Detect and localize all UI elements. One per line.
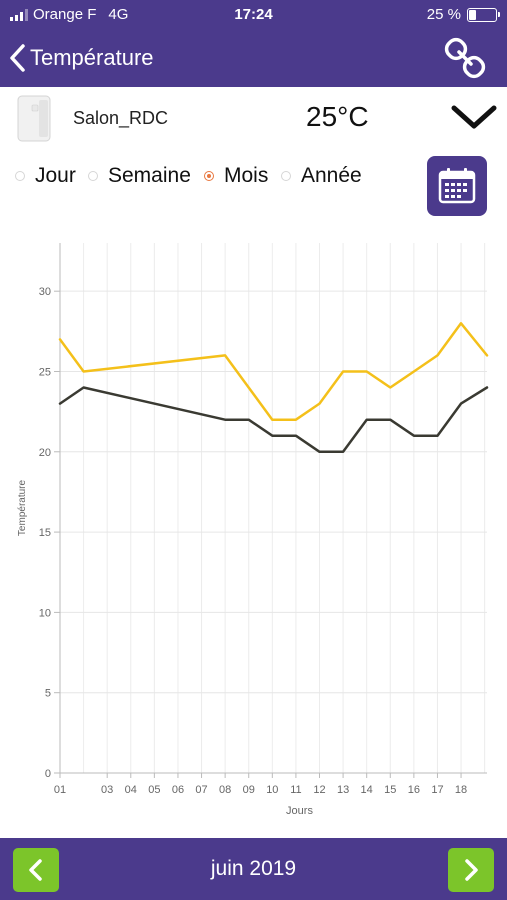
x-axis-title: Jours (286, 805, 313, 817)
x-tick-label: 12 (313, 784, 325, 796)
period-label-mois: Mois (224, 164, 269, 187)
y-axis-title: Température (17, 479, 28, 536)
x-tick-label: 13 (337, 784, 349, 796)
battery-percent: 25 % (426, 6, 461, 23)
calendar-icon (438, 168, 476, 204)
status-time: 17:24 (234, 6, 273, 23)
x-tick-label: 04 (125, 784, 137, 796)
y-tick-label: 5 (45, 688, 51, 700)
device-temperature: 25°C (306, 101, 369, 132)
y-tick-label: 15 (39, 527, 51, 539)
battery-icon (467, 7, 500, 22)
x-tick-label: 07 (195, 784, 207, 796)
period-option-semaine[interactable]: Semaine (88, 164, 191, 188)
calendar-button[interactable] (427, 156, 487, 216)
x-tick-label: 05 (148, 784, 160, 796)
y-tick-label: 0 (45, 768, 51, 780)
page-title: Température (30, 45, 154, 70)
status-right: 25 % (426, 6, 500, 23)
chevron-down-icon (451, 105, 497, 129)
temperature-chart: 0 5 10 15 20 25 30 01 03 04 05 06 07 08 09 10 11 12 13 14 15… (0, 230, 507, 830)
x-tick-label: 03 (101, 784, 113, 796)
nav-bar: Température (0, 30, 507, 87)
carrier-name: Orange F (33, 6, 97, 23)
x-tick-label: 08 (219, 784, 231, 796)
status-left: Orange F 4G (10, 6, 128, 23)
period-label-semaine: Semaine (108, 164, 191, 187)
back-button[interactable]: Température (8, 38, 154, 78)
x-tick-label: 01 (54, 784, 66, 796)
x-tick-label: 15 (384, 784, 396, 796)
period-label-annee: Année (301, 164, 362, 187)
x-tick-label: 14 (361, 784, 373, 796)
x-tick-label: 17 (431, 784, 443, 796)
sensor-device-icon (17, 95, 51, 142)
radio-annee[interactable] (281, 171, 291, 181)
previous-month-button[interactable] (13, 848, 59, 892)
y-tick-label: 25 (39, 366, 51, 378)
chevron-right-icon (465, 859, 478, 881)
x-tick-label: 18 (455, 784, 467, 796)
x-tick-label: 16 (408, 784, 420, 796)
network-type: 4G (108, 6, 129, 23)
link-icon (444, 37, 486, 79)
signal-icon (10, 8, 28, 21)
period-option-annee[interactable]: Année (281, 164, 362, 188)
next-month-button[interactable] (448, 848, 494, 892)
period-option-mois[interactable]: Mois (204, 164, 268, 188)
series-line-max (58, 322, 489, 421)
x-tick-label: 10 (266, 784, 278, 796)
radio-jour[interactable] (15, 171, 25, 181)
chevron-left-icon (29, 859, 42, 881)
y-tick-label: 10 (39, 607, 51, 619)
month-navigation-bar: juin 2019 (0, 838, 507, 900)
radio-mois[interactable] (204, 171, 214, 181)
device-row: Salon_RDC 25°C (0, 87, 507, 149)
period-option-jour[interactable]: Jour (15, 164, 76, 188)
chevron-left-icon (10, 44, 25, 72)
battery-fill (469, 9, 476, 20)
period-label-jour: Jour (35, 164, 76, 187)
period-selector: Jour Semaine Mois Année (0, 155, 507, 217)
expand-device-button[interactable] (449, 99, 499, 135)
radio-semaine[interactable] (88, 171, 98, 181)
series-line-min (58, 386, 489, 454)
x-tick-label: 09 (243, 784, 255, 796)
x-tick-label: 06 (172, 784, 184, 796)
current-month-label: juin 2019 (210, 857, 297, 880)
y-tick-label: 20 (39, 447, 51, 459)
x-tick-label: 11 (290, 784, 301, 796)
device-name: Salon_RDC (73, 108, 169, 128)
link-button[interactable] (443, 36, 487, 80)
status-bar: Orange F 4G 17:24 25 % (0, 0, 507, 30)
y-tick-label: 30 (39, 286, 51, 298)
